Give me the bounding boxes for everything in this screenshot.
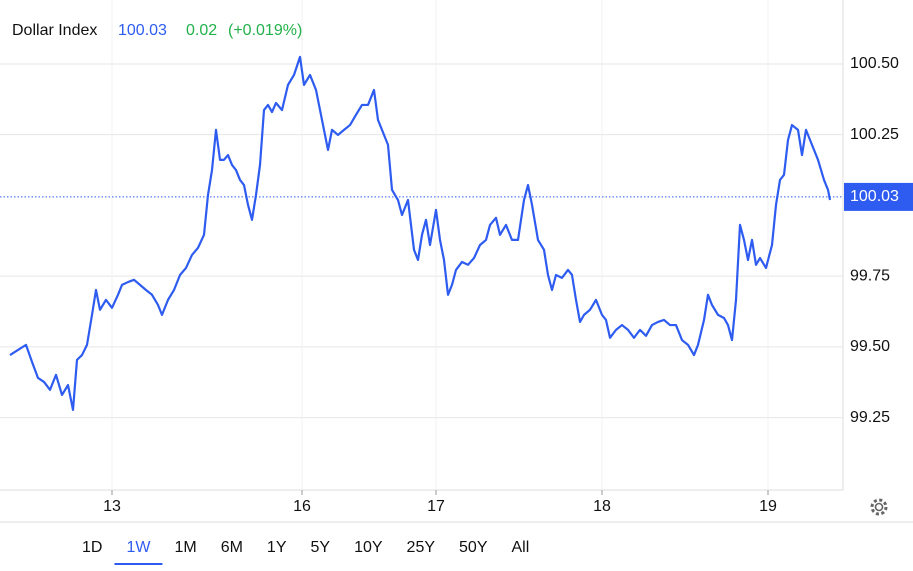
range-button[interactable]: 1W	[126, 539, 151, 556]
price: 100.03	[118, 22, 167, 39]
price-line	[9, 55, 832, 412]
range-button[interactable]: 1Y	[267, 539, 287, 556]
y-tick-label: 100.50	[850, 55, 899, 72]
range-button[interactable]: 1M	[174, 539, 196, 556]
range-button[interactable]: 1D	[82, 539, 102, 556]
range-button[interactable]: All	[511, 539, 529, 556]
y-tick-label: 100.25	[850, 126, 899, 143]
last-price-box	[844, 182, 913, 211]
y-tick-label: 99.50	[850, 338, 890, 355]
title: Dollar Index	[12, 22, 97, 39]
change: 0.02	[186, 22, 217, 39]
x-tick-label: 18	[593, 498, 611, 515]
range-button[interactable]: 50Y	[459, 539, 488, 556]
last-price-label: 100.03	[850, 188, 899, 205]
x-tick-label: 19	[759, 498, 777, 515]
range-button[interactable]: 6M	[221, 539, 243, 556]
range-button[interactable]: 5Y	[311, 539, 331, 556]
x-tick-label: 17	[427, 498, 445, 515]
y-tick-label: 99.25	[850, 409, 890, 426]
range-button[interactable]: 10Y	[354, 539, 383, 556]
y-tick-label: 99.75	[850, 267, 890, 284]
range-button[interactable]: 25Y	[407, 539, 436, 556]
x-tick-label: 13	[103, 498, 121, 515]
settings-icon[interactable]	[870, 498, 888, 516]
x-tick-label: 16	[293, 498, 311, 515]
change-pct: (+0.019%)	[228, 22, 302, 39]
